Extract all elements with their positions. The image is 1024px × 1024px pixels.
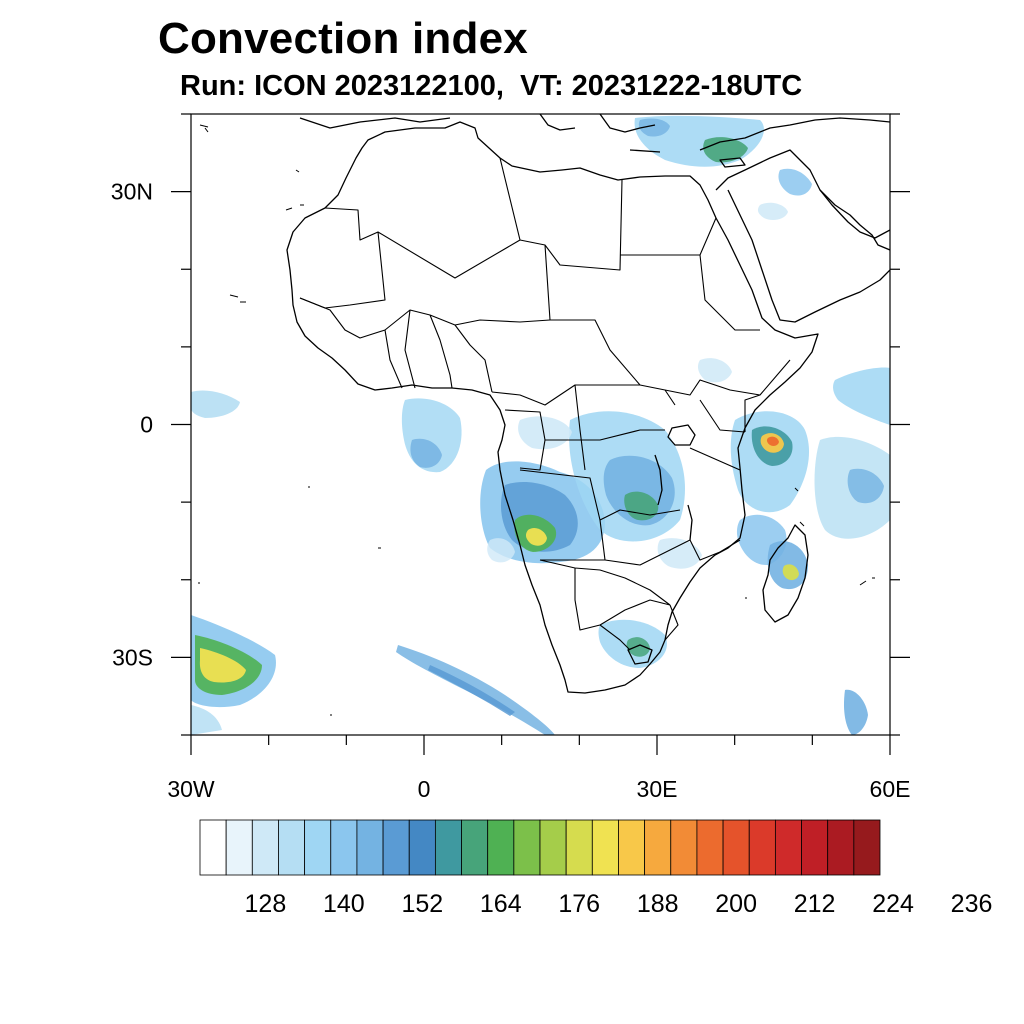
coastline-africa <box>286 121 819 694</box>
coastline-cyprus <box>719 157 746 168</box>
colorbar-label: 200 <box>715 890 757 918</box>
field-region-zimbabwe <box>657 538 702 569</box>
field-region-madagascar-peak <box>782 564 799 581</box>
borders-southern-africa <box>539 559 679 651</box>
colorbar-box <box>748 819 776 876</box>
x-tick-label: 60E <box>870 776 911 802</box>
colorbar-box <box>408 819 436 876</box>
coastline-lake-tanganyika <box>654 454 663 506</box>
colorbar-box <box>487 819 515 876</box>
coastline-italy <box>539 114 576 131</box>
colorbar-box <box>774 819 802 876</box>
coastline-crete <box>629 149 661 153</box>
colorbar <box>199 819 881 876</box>
borders-east-africa <box>664 359 791 561</box>
field-region-gulf-guinea-core <box>410 438 442 468</box>
field-region-arabia <box>757 202 788 220</box>
field-region-gulf <box>778 168 812 196</box>
x-tick-label: 30W <box>167 776 215 802</box>
field-region-south-africa-core <box>626 637 650 657</box>
field-region-kenya-max <box>766 436 779 446</box>
coastline-lake-malawi <box>687 504 693 541</box>
field-region-east-med-core <box>703 137 748 163</box>
colorbar-box <box>539 819 567 876</box>
colorbar-box <box>853 819 881 876</box>
colorbar-label: 140 <box>323 890 365 918</box>
coastline-greece <box>599 114 656 133</box>
colorbar-box <box>801 819 829 876</box>
colorbar-box <box>513 819 541 876</box>
borders-north <box>299 157 760 406</box>
coastline-lesotho <box>627 644 653 665</box>
field-region-west-atlantic <box>191 390 240 418</box>
colorbar-label: 224 <box>872 890 914 918</box>
colorbar-box <box>618 819 646 876</box>
field-region-sw-atlantic-2 <box>191 705 222 735</box>
colorbar-box <box>278 819 306 876</box>
coastline-lake-victoria <box>667 424 696 446</box>
coastlines <box>198 114 890 716</box>
colorbar-label: 212 <box>794 890 836 918</box>
y-tick-label: 30S <box>112 644 153 670</box>
chart-title: Convection index <box>158 14 528 63</box>
colorbar-label: 152 <box>401 890 443 918</box>
field-region-congo-scatter <box>518 416 572 450</box>
field-region-sw-atlantic-peak <box>199 648 246 683</box>
field-region-atlantic-band-core <box>428 665 515 716</box>
field-region-zambia-peak <box>624 491 659 521</box>
x-tick-label: 30E <box>637 776 678 802</box>
borders-west-africa <box>299 297 551 393</box>
colorbar-labels: 128 140 152 164 176 188 200 212 224 236 <box>245 890 993 918</box>
colorbar-box <box>827 819 855 876</box>
colorbar-box <box>644 819 672 876</box>
colorbar-label: 236 <box>951 890 993 918</box>
axis-ticks <box>171 113 910 755</box>
field-region-angola-max <box>525 527 547 546</box>
axis-tick-labels: 30W 0 30E 60E 30N 0 30S <box>111 179 911 802</box>
coastline-red-sea-east <box>727 189 890 323</box>
field-region-se-corner <box>843 689 868 735</box>
y-tick-label: 30N <box>111 179 153 205</box>
field-region-indian-ocean <box>833 367 890 425</box>
colorbar-box <box>225 819 253 876</box>
colorbar-label: 176 <box>558 890 600 918</box>
colorbar-label: 164 <box>480 890 522 918</box>
colorbar-label: 128 <box>245 890 287 918</box>
colorbar-box <box>330 819 358 876</box>
colorbar-box <box>722 819 750 876</box>
chart-subtitle: Run: ICON 2023122100, VT: 20231222-18UTC <box>180 70 803 102</box>
colorbar-box <box>670 819 698 876</box>
colorbar-box <box>434 819 462 876</box>
coastline-persian-gulf <box>819 189 890 239</box>
coastline-europe <box>299 117 451 129</box>
x-tick-label: 0 <box>418 776 431 802</box>
colorbar-label: 188 <box>637 890 679 918</box>
y-tick-label: 0 <box>140 412 153 438</box>
colorbar-box <box>382 819 410 876</box>
field-region-indian-ocean-core <box>847 468 884 504</box>
colorbar-box <box>356 819 384 876</box>
field-region-namibia <box>487 538 515 563</box>
convection-field <box>191 115 890 735</box>
islands <box>198 124 875 716</box>
colorbar-box <box>565 819 593 876</box>
colorbar-box <box>251 819 279 876</box>
coastline-turkey <box>699 117 890 151</box>
field-region-med-west <box>638 118 670 137</box>
colorbar-box <box>591 819 619 876</box>
colorbar-box <box>461 819 489 876</box>
colorbar-box <box>304 819 332 876</box>
colorbar-box <box>696 819 724 876</box>
colorbar-box <box>199 819 227 876</box>
field-region-ethiopia <box>697 358 732 383</box>
coastline-madagascar <box>762 524 809 623</box>
borders-central-africa <box>491 384 691 566</box>
